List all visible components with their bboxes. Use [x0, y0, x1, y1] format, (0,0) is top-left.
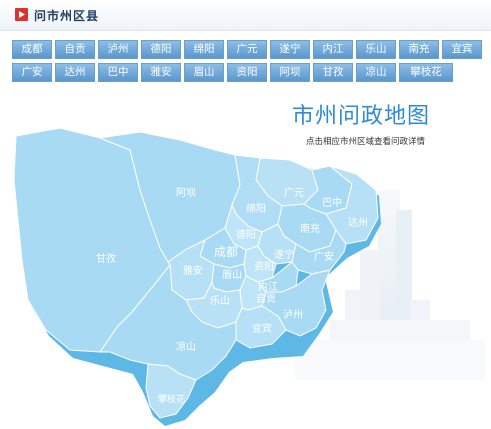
city-button-bazhong[interactable]: 巴中 — [98, 63, 138, 82]
label-bazhong[interactable]: 巴中 — [322, 196, 342, 209]
city-button-guangan[interactable]: 广安 — [12, 63, 52, 82]
city-button-mianyang[interactable]: 绵阳 — [184, 40, 224, 59]
label-deyang[interactable]: 德阳 — [236, 228, 256, 241]
label-nanchong[interactable]: 南充 — [300, 222, 320, 235]
map-subtitle: 点击相应市州区域查看问政详情 — [306, 137, 426, 147]
city-button-aba[interactable]: 阿坝 — [270, 63, 310, 82]
region-yibin[interactable] — [235, 305, 287, 349]
label-mianyang[interactable]: 绵阳 — [246, 202, 266, 215]
label-leshan[interactable]: 乐山 — [210, 295, 230, 307]
region-panzhihua[interactable] — [145, 363, 197, 419]
label-suining[interactable]: 遂宁 — [274, 248, 294, 261]
city-button-leshan[interactable]: 乐山 — [356, 40, 396, 59]
label-yaan[interactable]: 雅安 — [183, 264, 203, 277]
city-button-nanchong[interactable]: 南充 — [399, 40, 439, 59]
section-header: 问市州区县 — [0, 0, 491, 31]
city-button-liangshan[interactable]: 凉山 — [356, 63, 396, 82]
label-aba[interactable]: 阿坝 — [176, 187, 196, 199]
city-button-zigong[interactable]: 自贡 — [55, 40, 95, 59]
label-meishan[interactable]: 眉山 — [222, 269, 242, 281]
city-button-deyang[interactable]: 德阳 — [141, 40, 181, 59]
city-button-ganzi[interactable]: 甘孜 — [313, 63, 353, 82]
label-zigong[interactable]: 自贡 — [256, 292, 276, 305]
label-liangshan[interactable]: 凉山 — [176, 340, 196, 353]
section-title: 问市州区县 — [34, 9, 100, 23]
play-icon — [15, 8, 28, 21]
label-yibin[interactable]: 宜宾 — [252, 322, 272, 335]
city-button-yaan[interactable]: 雅安 — [141, 63, 181, 82]
city-button-panzhihua[interactable]: 攀枝花 — [399, 63, 453, 82]
city-button-guangyuan[interactable]: 广元 — [227, 40, 267, 59]
label-chengdu[interactable]: 成都 — [214, 245, 238, 259]
label-ziyang[interactable]: 资阳 — [254, 261, 274, 273]
sichuan-map: 阿坝 甘孜 广元 绵阳 巴中 达州 南充 德阳 成都 遂宁 广安 资阳 雅安 眉… — [13, 127, 485, 426]
map-title: 市州问政地图 — [292, 104, 431, 129]
label-luzhou[interactable]: 泸州 — [283, 309, 303, 321]
city-button-chengdu[interactable]: 成都 — [12, 40, 52, 59]
label-ganzi[interactable]: 甘孜 — [96, 252, 116, 265]
skyline-illustration — [295, 190, 485, 380]
city-button-luzhou[interactable]: 泸州 — [98, 40, 138, 59]
label-guangan[interactable]: 广安 — [314, 250, 334, 263]
label-panzhihua[interactable]: 攀枝花 — [158, 393, 185, 405]
city-button-meishan[interactable]: 眉山 — [184, 63, 224, 82]
label-neijiang[interactable]: 内江 — [258, 280, 278, 293]
city-button-ziyang[interactable]: 资阳 — [227, 63, 267, 82]
city-button-dazhou[interactable]: 达州 — [55, 63, 95, 82]
label-dazhou[interactable]: 达州 — [348, 217, 368, 229]
city-button-neijiang[interactable]: 内江 — [313, 40, 353, 59]
region-liangshan[interactable] — [99, 263, 237, 381]
label-guangyuan[interactable]: 广元 — [284, 187, 304, 199]
city-button-suining[interactable]: 遂宁 — [270, 40, 310, 59]
city-button-yibin[interactable]: 宜宾 — [442, 40, 482, 59]
